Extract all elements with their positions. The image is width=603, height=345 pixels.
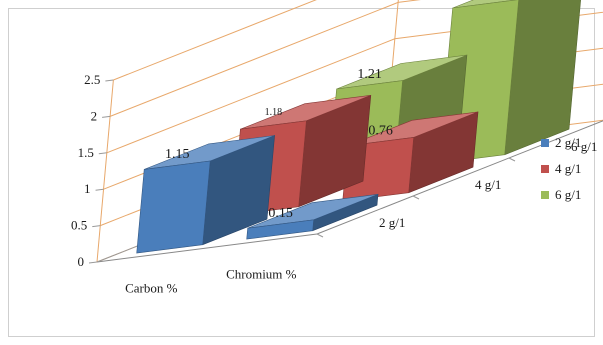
gridline (113, 0, 317, 81)
legend-swatch (541, 139, 549, 147)
bar-front (246, 219, 315, 240)
data-label: 1.21 (357, 67, 382, 82)
depth-label: 4 g/1 (475, 177, 501, 192)
bar-2-g-1-chromium- (246, 193, 379, 240)
floor-right-edge (316, 120, 603, 235)
legend-entry-label: 2 g/1 (555, 135, 581, 150)
y-tick-mark (95, 188, 104, 191)
depth-axis-labels: 2 g/1 4 g/1 6 g/1 (316, 139, 597, 238)
depth-label: 2 g/1 (379, 215, 405, 230)
y-tick-label: 2.5 (84, 72, 100, 87)
legend: 2 g/1 4 g/1 6 g/1 (541, 135, 581, 202)
legend-swatch (541, 165, 549, 173)
chart-bars: 1.15 0.15 1.18 0.76 1.21 2.13 (136, 0, 581, 254)
y-tick-label: 2 (91, 108, 98, 123)
bar-front (136, 160, 211, 254)
y-tick-label: 1 (84, 181, 91, 196)
depth-tick-mark (412, 195, 420, 200)
depth-tick-mark (508, 157, 516, 162)
legend-entry-label: 6 g/1 (555, 187, 581, 202)
y-tick-mark (105, 79, 114, 82)
y-tick-label: 0 (78, 254, 85, 269)
data-label: 0.15 (268, 206, 293, 221)
data-label: 1.18 (265, 107, 283, 118)
y-tick-mark (88, 261, 98, 264)
data-label: 0.76 (368, 124, 393, 139)
depth-label: 6 g/1 (571, 139, 597, 154)
legend-entry-label: 4 g/1 (555, 161, 581, 176)
floor-front-edge (96, 233, 318, 263)
bar-4-g-1-chromium- (342, 111, 479, 202)
depth-tick-mark (316, 233, 324, 238)
legend-swatch (541, 191, 549, 199)
x-category-label: Chromium % (226, 267, 297, 282)
data-label: 2.13 (473, 0, 498, 1)
y-tick-mark (92, 225, 101, 228)
y-tick-mark (98, 152, 107, 155)
bar-2-g-1-carbon- (136, 135, 275, 254)
y-axis-ticks: 0 0.5 1 1.5 2 2.5 (71, 72, 114, 269)
y-tick-mark (102, 115, 111, 118)
grid-vertical (96, 79, 114, 263)
data-label: 1.15 (165, 147, 190, 162)
y-tick-label: 0.5 (71, 218, 87, 233)
y-tick-label: 1.5 (78, 145, 94, 160)
x-axis-labels: Carbon % Chromium % (125, 267, 297, 296)
x-category-label: Carbon % (125, 281, 178, 296)
